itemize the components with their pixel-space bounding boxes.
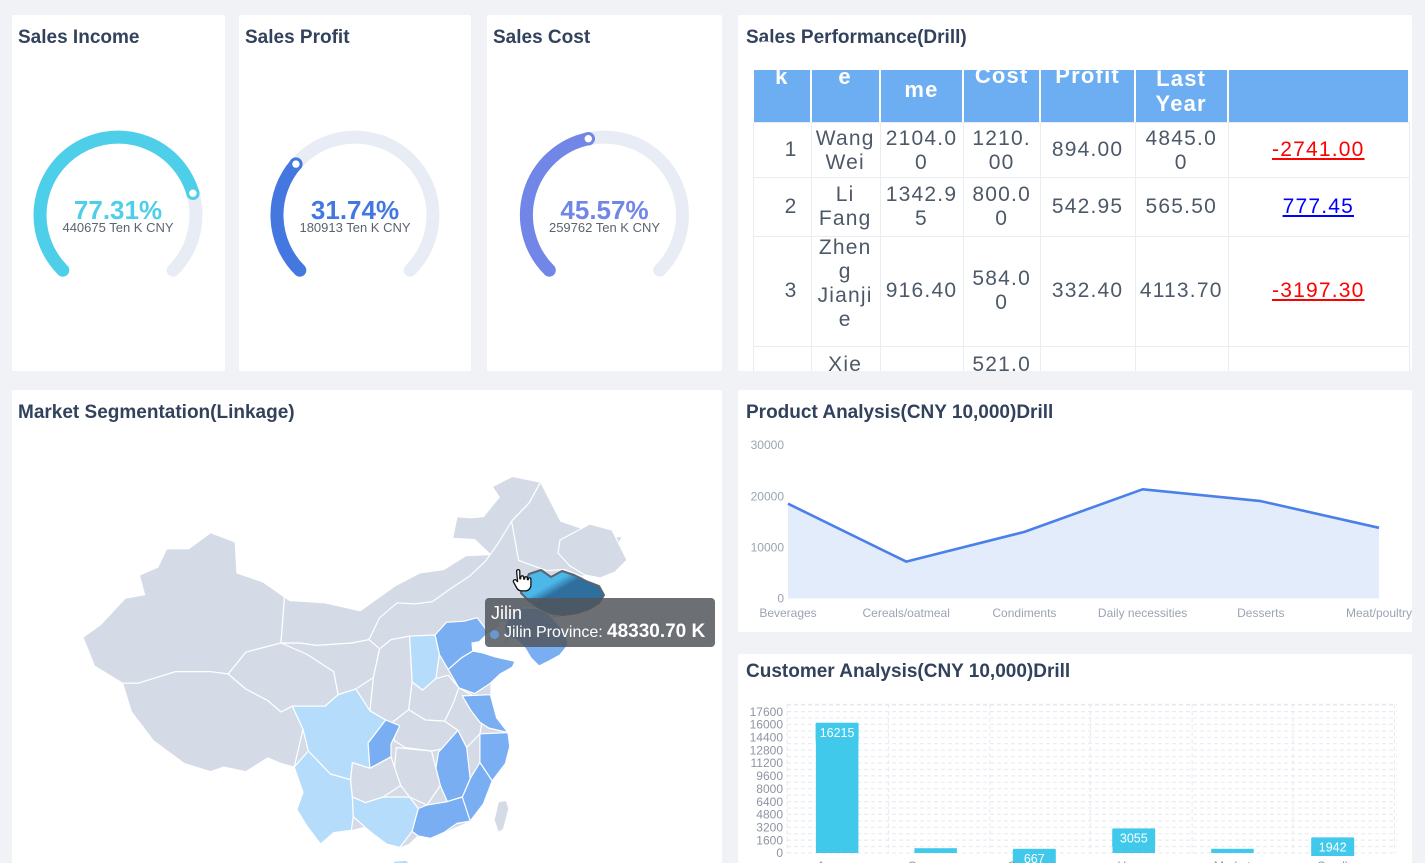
svg-text:16000: 16000 [750, 718, 784, 732]
svg-text:6400: 6400 [756, 795, 783, 809]
svg-text:Market: Market [1214, 859, 1251, 863]
svg-text:Cereals/oatmeal: Cereals/oatmeal [863, 606, 950, 620]
svg-text:4800: 4800 [756, 808, 783, 822]
svg-text:Home: Home [1117, 859, 1149, 863]
svg-text:17600: 17600 [750, 705, 784, 719]
svg-text:11200: 11200 [751, 756, 784, 770]
svg-text:Condiments: Condiments [992, 606, 1056, 620]
svg-text:8000: 8000 [756, 782, 783, 796]
svg-text:3200: 3200 [756, 821, 783, 835]
svg-text:Beverages: Beverages [759, 606, 816, 620]
svg-text:1942: 1942 [1319, 841, 1347, 855]
svg-text:Consumer: Consumer [908, 859, 963, 863]
svg-text:Desserts: Desserts [1237, 606, 1284, 620]
svg-text:1600: 1600 [756, 833, 783, 847]
svg-text:10000: 10000 [751, 541, 785, 555]
svg-text:9600: 9600 [756, 769, 783, 783]
svg-text:667: 667 [1024, 852, 1045, 863]
svg-text:30000: 30000 [751, 438, 785, 452]
svg-text:Corporate: Corporate [1007, 859, 1061, 863]
svg-text:12800: 12800 [750, 743, 784, 757]
svg-text:0: 0 [776, 846, 783, 860]
svg-text:14400: 14400 [750, 731, 784, 745]
svg-text:Daily necessities: Daily necessities [1098, 606, 1187, 620]
svg-text:0: 0 [777, 592, 784, 606]
svg-text:Small: Small [1317, 859, 1347, 863]
svg-text:20000: 20000 [751, 489, 785, 503]
svg-text:Meat/poultry: Meat/poultry [1346, 606, 1412, 620]
svg-text:3055: 3055 [1120, 832, 1148, 846]
svg-text:16215: 16215 [820, 726, 855, 740]
svg-text:Agency: Agency [817, 859, 857, 863]
